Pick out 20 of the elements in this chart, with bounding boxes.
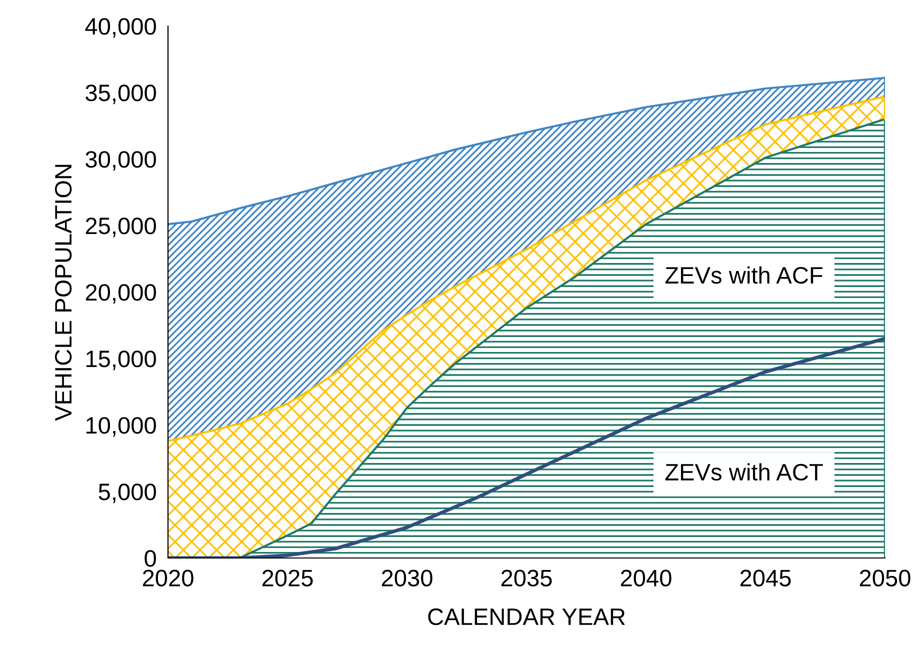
x-tick-label: 2030 bbox=[382, 570, 432, 586]
y-tick-label: 5,000 bbox=[98, 484, 156, 504]
y-tick-label: 40,000 bbox=[85, 18, 156, 38]
y-tick-label: 15,000 bbox=[86, 350, 156, 370]
x-tick-label: 2020 bbox=[142, 570, 194, 586]
y-axis-title: VEHICLE POPULATION bbox=[54, 164, 72, 421]
x-tick-label: 2040 bbox=[620, 570, 672, 586]
text: ZEVs with ACT bbox=[665, 463, 823, 481]
y-tick-label: 10,000 bbox=[86, 417, 156, 437]
y-tick-label: 30,000 bbox=[86, 151, 156, 171]
x-tick-label: 2045 bbox=[740, 570, 791, 586]
y-tick-label: 35,000 bbox=[86, 84, 156, 104]
x-axis-title: CALENDAR YEAR bbox=[428, 608, 625, 626]
y-tick-label: 0 bbox=[144, 550, 156, 567]
y-tick-label: 25,000 bbox=[86, 218, 156, 238]
x-tick-label: 2025 bbox=[262, 570, 313, 586]
series-label: ZEVs with ACF bbox=[665, 266, 822, 284]
x-tick-label: 2035 bbox=[501, 570, 552, 586]
y-tick-label: 20,000 bbox=[86, 284, 156, 304]
x-tick-label: 2050 bbox=[860, 570, 910, 586]
